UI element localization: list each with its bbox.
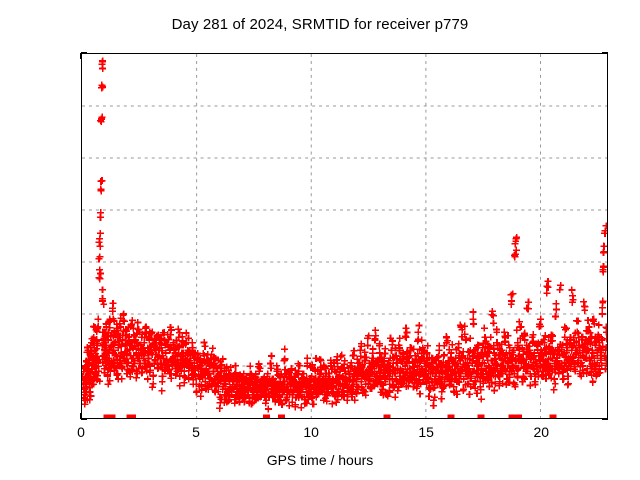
page-title: Day 281 of 2024, SRMTID for receiver p77… — [171, 16, 469, 33]
y-tick-mark — [81, 52, 87, 54]
x-tick-mark — [80, 53, 82, 59]
x-tick-label: 20 — [533, 424, 550, 440]
y-tick-mark — [602, 52, 608, 54]
x-tick-label: 5 — [192, 424, 200, 440]
x-tick-label: 15 — [418, 424, 434, 440]
data-series-layer — [82, 57, 607, 418]
gridlines — [82, 54, 607, 418]
x-tick-label: 0 — [77, 424, 85, 440]
x-tick-label: 10 — [303, 424, 319, 440]
plot-frame — [81, 53, 608, 419]
x-tick-mark — [80, 413, 82, 419]
x-axis-label: GPS time / hours — [266, 452, 374, 468]
